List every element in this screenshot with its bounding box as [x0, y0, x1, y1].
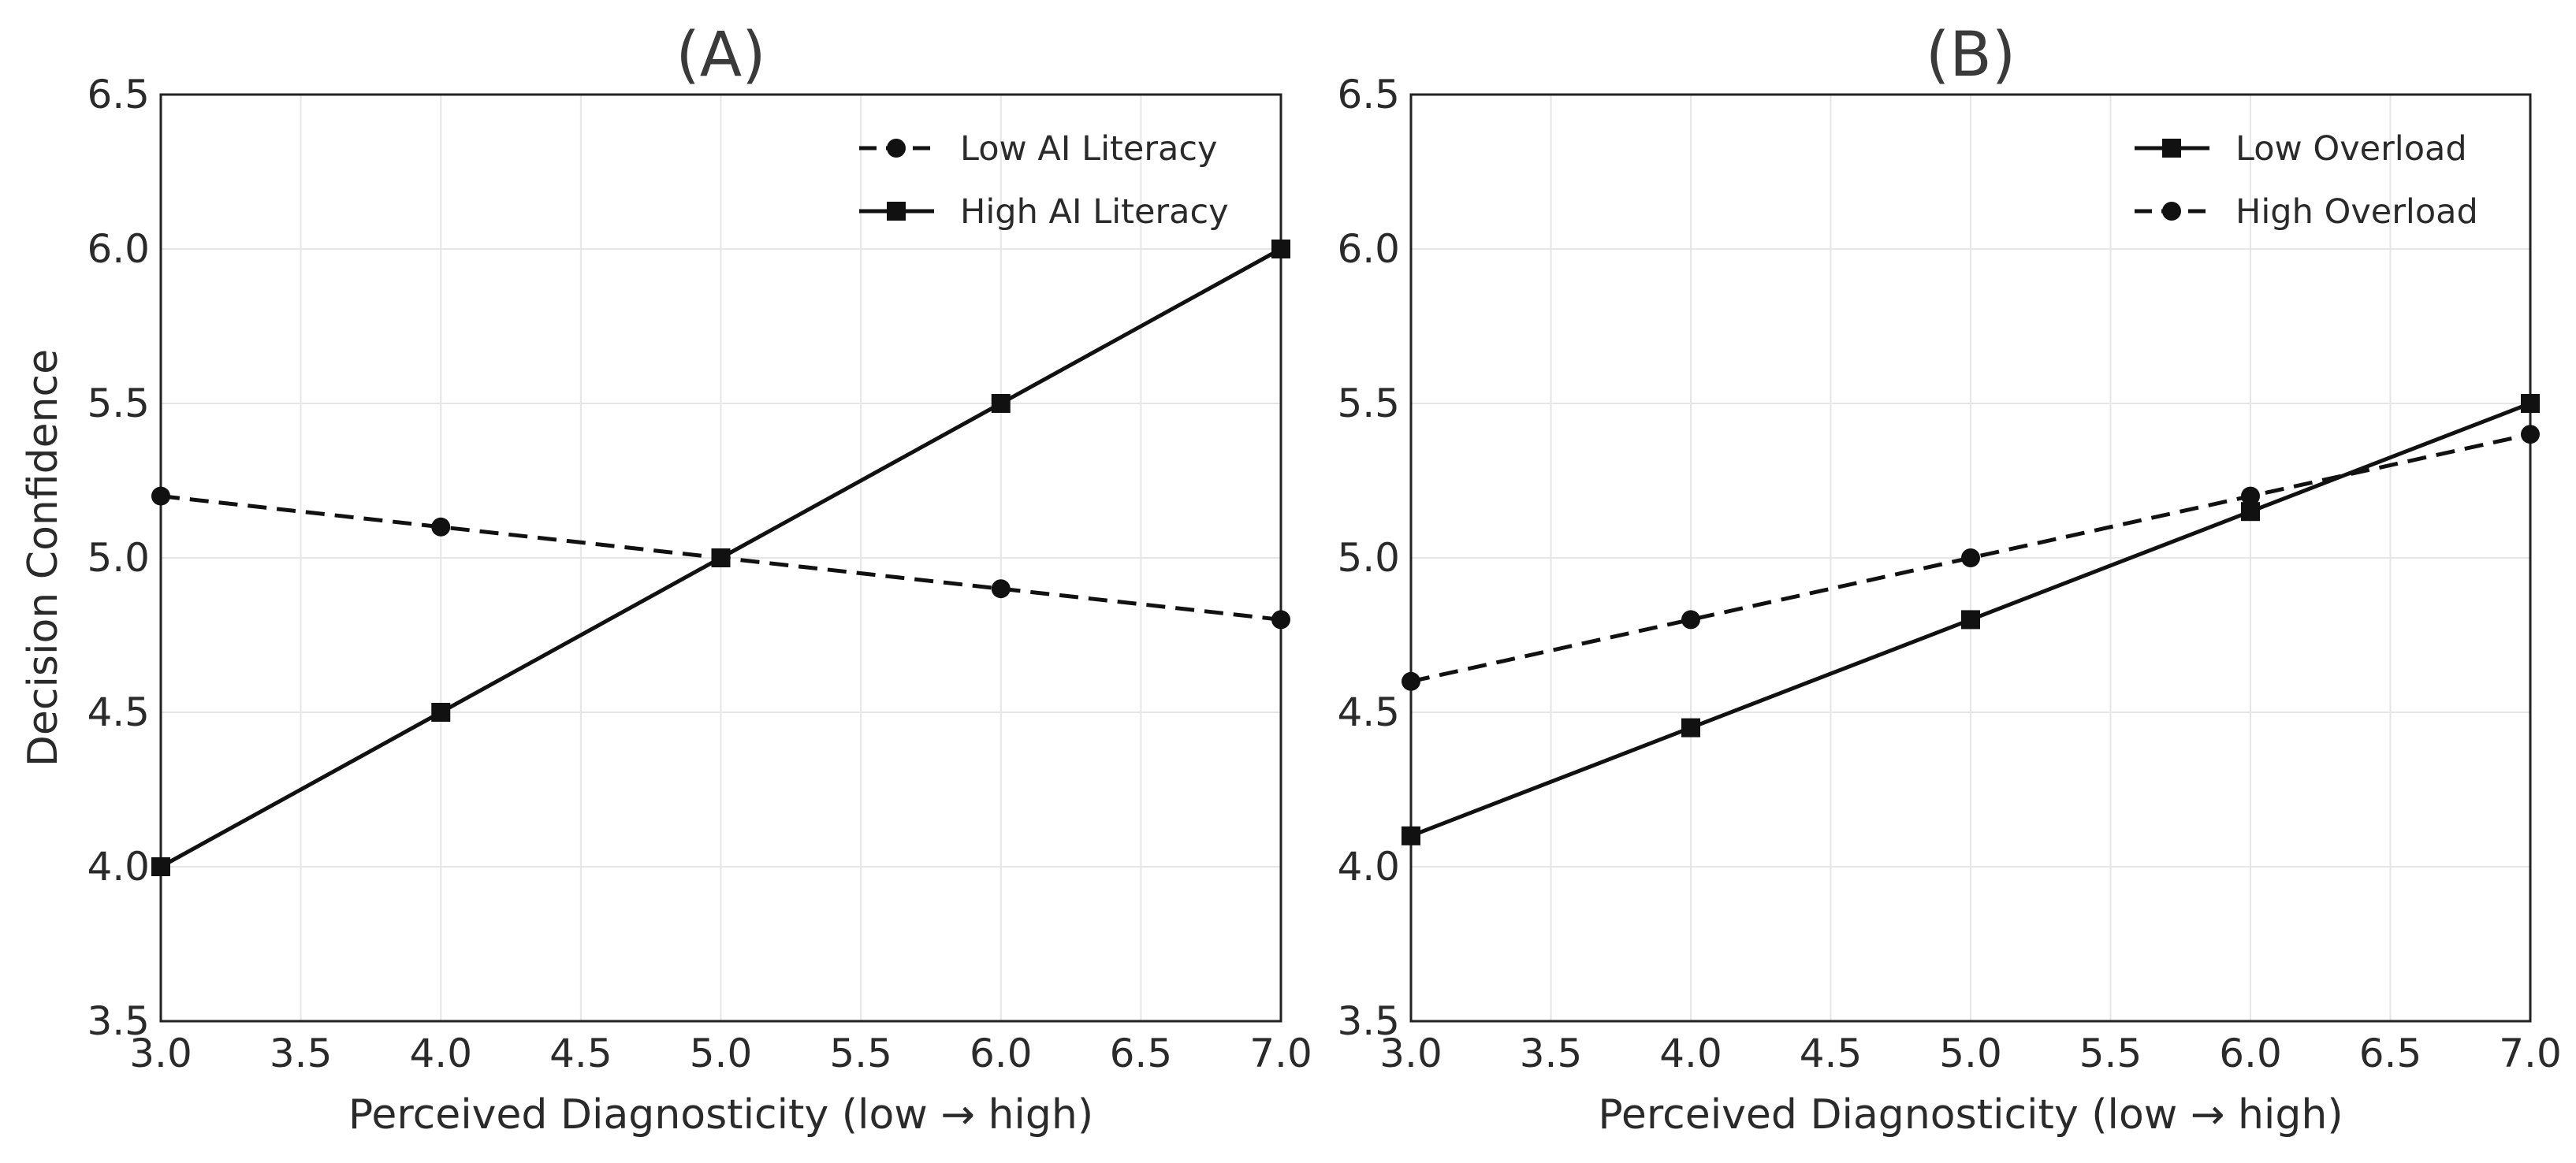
x-tick-label: 7.0 — [1249, 1031, 1312, 1076]
legend-label-low-ai-literacy: Low AI Literacy — [960, 129, 1217, 169]
panel-title: (B) — [1926, 20, 2016, 91]
y-tick-label: 4.0 — [1337, 844, 1400, 890]
x-tick-label: 5.5 — [2079, 1031, 2142, 1076]
x-axis-label: Perceived Diagnosticity (low → high) — [1598, 1091, 2343, 1139]
y-tick-label: 3.5 — [87, 998, 150, 1044]
x-tick-label: 4.5 — [1800, 1031, 1863, 1076]
data-point-low-overload — [1681, 718, 1700, 738]
x-tick-label: 6.0 — [2219, 1031, 2282, 1076]
data-point-low-overload — [1961, 610, 1980, 630]
data-point-high-ai-literacy — [431, 703, 451, 722]
x-tick-label: 6.5 — [1110, 1031, 1173, 1076]
legend-label-low-overload: Low Overload — [2235, 129, 2467, 169]
chart-panel-b: 3.0 3.5 4.0 4.5 5.0 5.5 6.0 6.5 7.03.54.04.55.05… — [1337, 20, 2561, 1139]
y-axis-label: Decision Confidence — [20, 349, 67, 767]
y-tick-label: 6.5 — [1337, 72, 1400, 117]
data-point-high-ai-literacy — [1271, 240, 1290, 258]
data-point-low-overload — [1402, 826, 1420, 845]
x-tick-label: 3.0 — [129, 1031, 192, 1076]
y-tick-label: 6.5 — [87, 72, 150, 117]
x-tick-label: 4.5 — [549, 1031, 612, 1076]
data-point-high-overload — [1402, 671, 1420, 691]
data-point-low-overload — [2521, 394, 2540, 413]
y-tick-label: 5.5 — [1337, 381, 1400, 426]
y-tick-label: 4.0 — [87, 844, 150, 890]
series-line-high-overload — [1410, 432, 2531, 684]
y-tick-label: 3.5 — [1337, 998, 1400, 1044]
legend-marker-high-ai-literacy — [887, 202, 906, 221]
data-point-high-overload — [2241, 486, 2260, 506]
y-tick-label: 5.5 — [87, 381, 150, 426]
y-tick-label: 5.0 — [87, 535, 150, 581]
y-tick-label: 5.0 — [1337, 535, 1400, 581]
x-tick-label: 3.5 — [1520, 1031, 1583, 1076]
data-point-high-overload — [1681, 610, 1700, 630]
data-point-low-ai-literacy — [1271, 610, 1290, 630]
legend-marker-low-ai-literacy — [887, 139, 906, 158]
y-tick-label: 6.0 — [1337, 226, 1400, 272]
panel-title: (A) — [676, 20, 765, 91]
x-axis-label: Perceived Diagnosticity (low → high) — [348, 1091, 1093, 1139]
y-tick-label: 6.0 — [87, 226, 150, 272]
y-tick-label: 4.5 — [87, 689, 150, 735]
x-tick-label: 7.0 — [2499, 1031, 2562, 1076]
data-point-high-ai-literacy — [711, 548, 731, 567]
x-tick-label: 3.0 — [1379, 1031, 1442, 1076]
x-tick-label: 4.0 — [1659, 1031, 1722, 1076]
x-tick-label: 5.5 — [829, 1031, 892, 1076]
legend-label-high-ai-literacy: High AI Literacy — [960, 192, 1229, 232]
chart-panel-a: 3.0 3.5 4.0 4.5 5.0 5.5 6.0 6.5 7.03.54.04.55.05… — [20, 20, 1312, 1139]
x-tick-label: 3.5 — [270, 1031, 333, 1076]
data-point-low-ai-literacy — [431, 517, 451, 537]
data-point-high-ai-literacy — [151, 857, 170, 876]
legend-marker-low-overload — [2162, 139, 2181, 158]
data-point-low-ai-literacy — [991, 579, 1011, 599]
data-point-high-overload — [2521, 425, 2540, 444]
legend-marker-high-overload — [2162, 202, 2181, 221]
y-tick-label: 4.5 — [1337, 689, 1400, 735]
data-point-high-overload — [1961, 548, 1980, 567]
x-tick-label: 5.0 — [1939, 1031, 2002, 1076]
plot-frame — [159, 93, 1282, 1023]
data-point-low-ai-literacy — [151, 486, 170, 506]
plot-frame — [1409, 93, 2532, 1023]
x-tick-label: 6.5 — [2359, 1031, 2422, 1076]
x-tick-label: 6.0 — [970, 1031, 1033, 1076]
legend-label-high-overload: High Overload — [2235, 192, 2478, 232]
x-tick-label: 4.0 — [409, 1031, 472, 1076]
x-tick-label: 5.0 — [690, 1031, 753, 1076]
data-point-high-ai-literacy — [991, 394, 1011, 413]
